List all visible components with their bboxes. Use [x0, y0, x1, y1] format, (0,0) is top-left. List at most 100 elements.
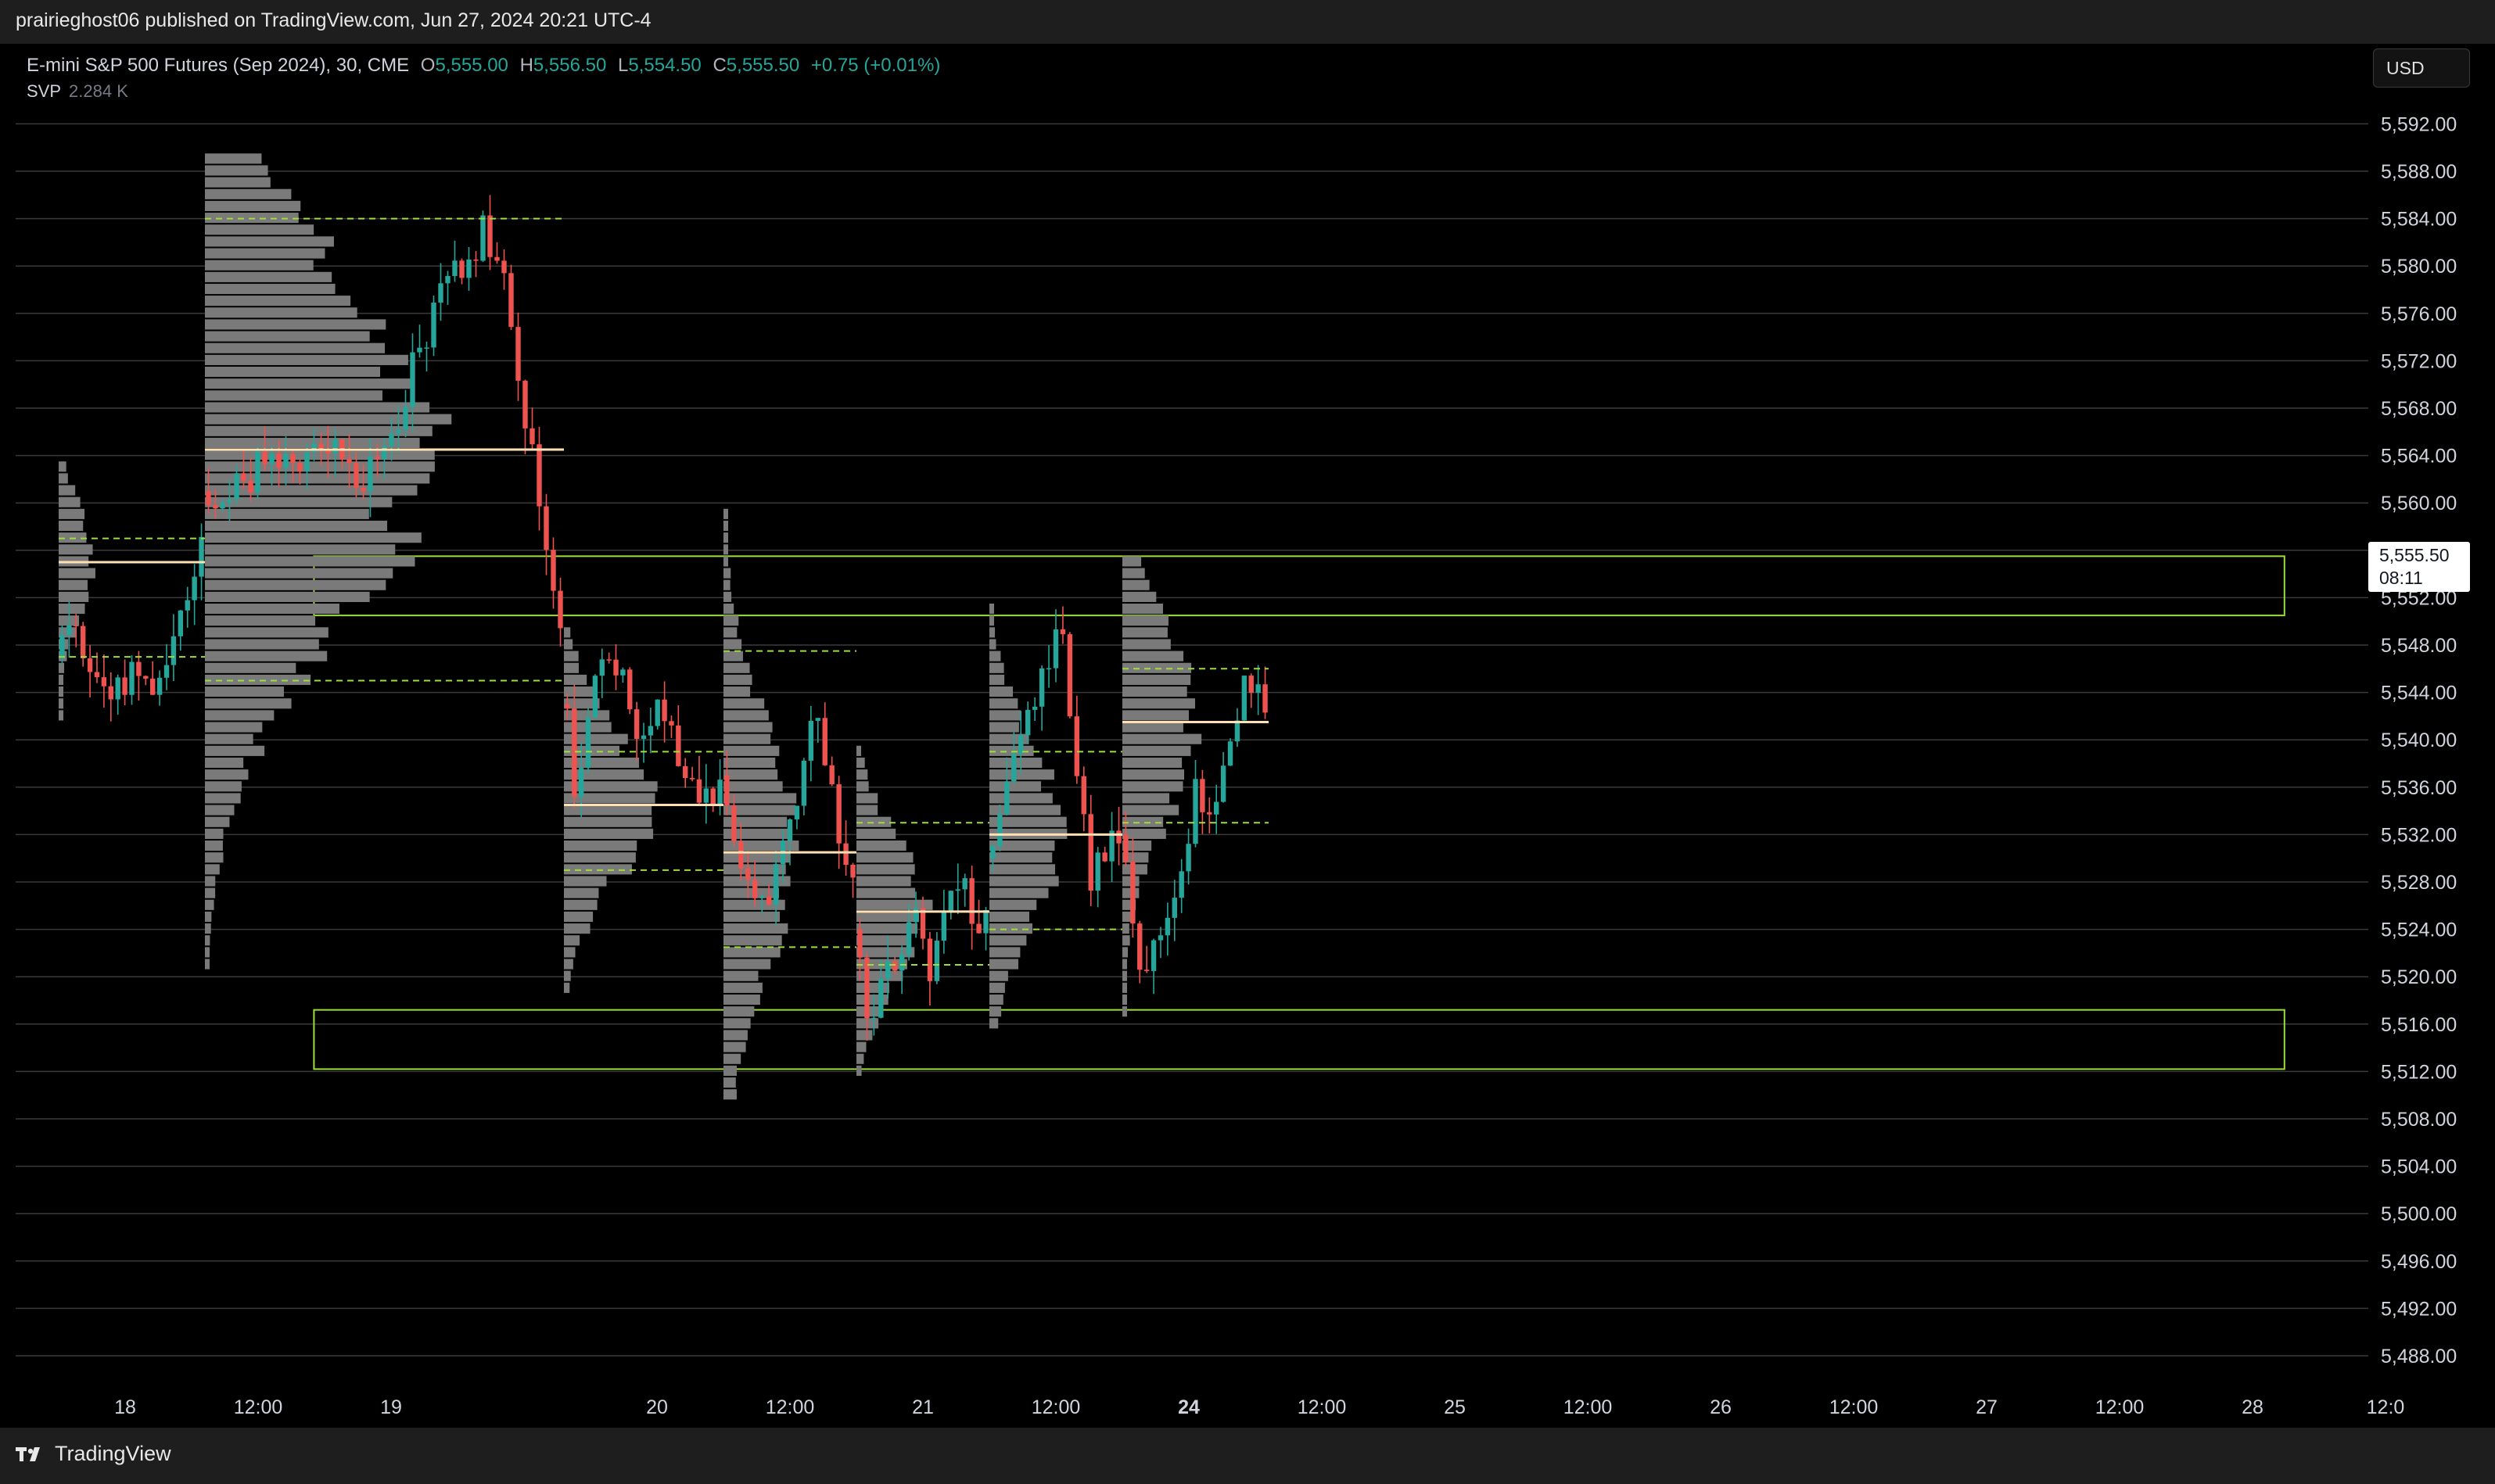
candle-body [1193, 779, 1198, 844]
candle-body [1255, 684, 1261, 694]
candle-body [515, 327, 521, 381]
volume-profile-bar [989, 1018, 999, 1029]
candle-body [1116, 830, 1122, 844]
time-axis[interactable]: 18 12:00 19 20 12:00 21 12:00 24 12:00 25 12:00 26 1… [114, 1396, 2404, 1418]
volume-profile-bar [723, 556, 728, 567]
candle-body [948, 891, 953, 912]
volume-profile-bar [723, 911, 781, 923]
volume-profile-bar [1122, 947, 1129, 958]
candle-body [578, 768, 584, 798]
time-tick-label: 27 [1976, 1396, 1998, 1418]
candle-body [1095, 852, 1100, 891]
candle-body [585, 717, 591, 769]
volume-profile-bar [723, 745, 780, 756]
volume-profile-bar [723, 816, 788, 827]
volume-profile-bar [59, 520, 84, 532]
volume-profile-bar [1122, 781, 1183, 792]
volume-profile-bar [205, 307, 357, 318]
volume-profile-bar [1122, 698, 1196, 709]
volume-profile-bar [205, 153, 262, 164]
candle-body [913, 908, 919, 923]
candle-body [558, 590, 563, 629]
price-tick-label: 5,572.00 [2381, 350, 2457, 372]
candle-body [1214, 801, 1219, 815]
volume-profile-bar [564, 662, 579, 673]
volume-profile-bar [1122, 757, 1183, 769]
volume-profile-bar [989, 876, 1059, 887]
candle-body [662, 699, 667, 722]
volume-profile-bar [205, 319, 386, 330]
volume-profile-bar [205, 840, 223, 851]
volume-profile-bar [564, 805, 652, 815]
candle-body [773, 864, 779, 905]
volume-profile-bar [205, 402, 430, 413]
price-tick-label: 5,560.00 [2381, 493, 2457, 514]
price-chart[interactable]: 5,592.00 5,588.00 5,584.00 5,580.00 5,576.00… [0, 44, 2495, 1428]
volume-profile-bar [205, 165, 268, 176]
price-tick-label: 5,520.00 [2381, 966, 2457, 988]
price-axis[interactable]: 5,592.00 5,588.00 5,584.00 5,580.00 5,576.00… [2381, 113, 2457, 1368]
volume-profile-bar [564, 935, 580, 946]
volume-profile-bar [989, 793, 1053, 804]
candle-body [59, 635, 65, 658]
time-tick-label: 12:00 [766, 1396, 815, 1418]
volume-profile-bar [1122, 710, 1190, 721]
volume-profile-bar [989, 651, 1001, 661]
candle-body [599, 659, 605, 676]
volume-profile-bar [1122, 591, 1157, 602]
volume-profile-bar [723, 994, 760, 1005]
candle-body [822, 718, 827, 765]
indicator-legend[interactable]: SVP 2.284 K [27, 81, 128, 102]
candle-body [185, 600, 190, 611]
last-price-value: 5,555.50 [2379, 545, 2450, 565]
volume-profile-bar [1122, 793, 1170, 804]
volume-profile-bar [205, 331, 370, 342]
candle-body [717, 780, 723, 807]
candle-body [171, 636, 177, 665]
volume-profile-bar [723, 923, 788, 934]
candle-body [1234, 720, 1240, 742]
volume-profile-bar [723, 674, 752, 686]
candle-body [129, 661, 135, 695]
candle-body [892, 961, 898, 971]
volume-profile-bar [205, 769, 249, 780]
volume-profile-bar [723, 568, 731, 579]
volume-profile-bar [205, 899, 214, 910]
price-tick-label: 5,588.00 [2381, 161, 2457, 183]
candle-body [745, 868, 751, 880]
volume-profile-bar [205, 651, 328, 661]
volume-profile-bar [205, 603, 339, 615]
candle-body [544, 506, 549, 550]
volume-profile-bar [564, 757, 640, 769]
volume-profile-bar [989, 674, 1005, 686]
price-tick-label: 5,488.00 [2381, 1346, 2457, 1368]
volume-profile-bar [723, 935, 782, 946]
candle-body [1046, 668, 1052, 670]
price-tick-label: 5,500.00 [2381, 1203, 2457, 1225]
volume-profile-bar [205, 935, 210, 946]
candle-body [634, 709, 640, 740]
volume-profile-bar [59, 508, 85, 519]
candle-body [1088, 814, 1093, 891]
currency-button[interactable]: USD [2373, 48, 2470, 88]
symbol-legend[interactable]: E-mini S&P 500 Futures (Sep 2024), 30, C… [27, 55, 940, 77]
candle-body [808, 720, 814, 761]
volume-profile-bar [1122, 935, 1130, 946]
volume-profile-bar [723, 508, 728, 519]
volume-profile-bar [856, 982, 890, 993]
volume-profile-bar [205, 876, 216, 887]
volume-profile-bar [856, 852, 914, 863]
candle-body [1248, 676, 1254, 694]
candle-body [738, 841, 744, 869]
candle-body [752, 880, 758, 898]
candle-body [1220, 765, 1226, 802]
volume-profile-bar [989, 994, 1003, 1005]
candle-body [389, 433, 394, 446]
volume-profile-bar [989, 698, 1018, 709]
symbol-title: E-mini S&P 500 Futures (Sep 2024), 30, C… [27, 55, 410, 76]
price-tick-label: 5,576.00 [2381, 303, 2457, 325]
tradingview-logo[interactable]: TradingView [16, 1442, 171, 1466]
candle-body [885, 961, 891, 979]
price-tick-label: 5,512.00 [2381, 1061, 2457, 1083]
candle-body [241, 473, 246, 481]
